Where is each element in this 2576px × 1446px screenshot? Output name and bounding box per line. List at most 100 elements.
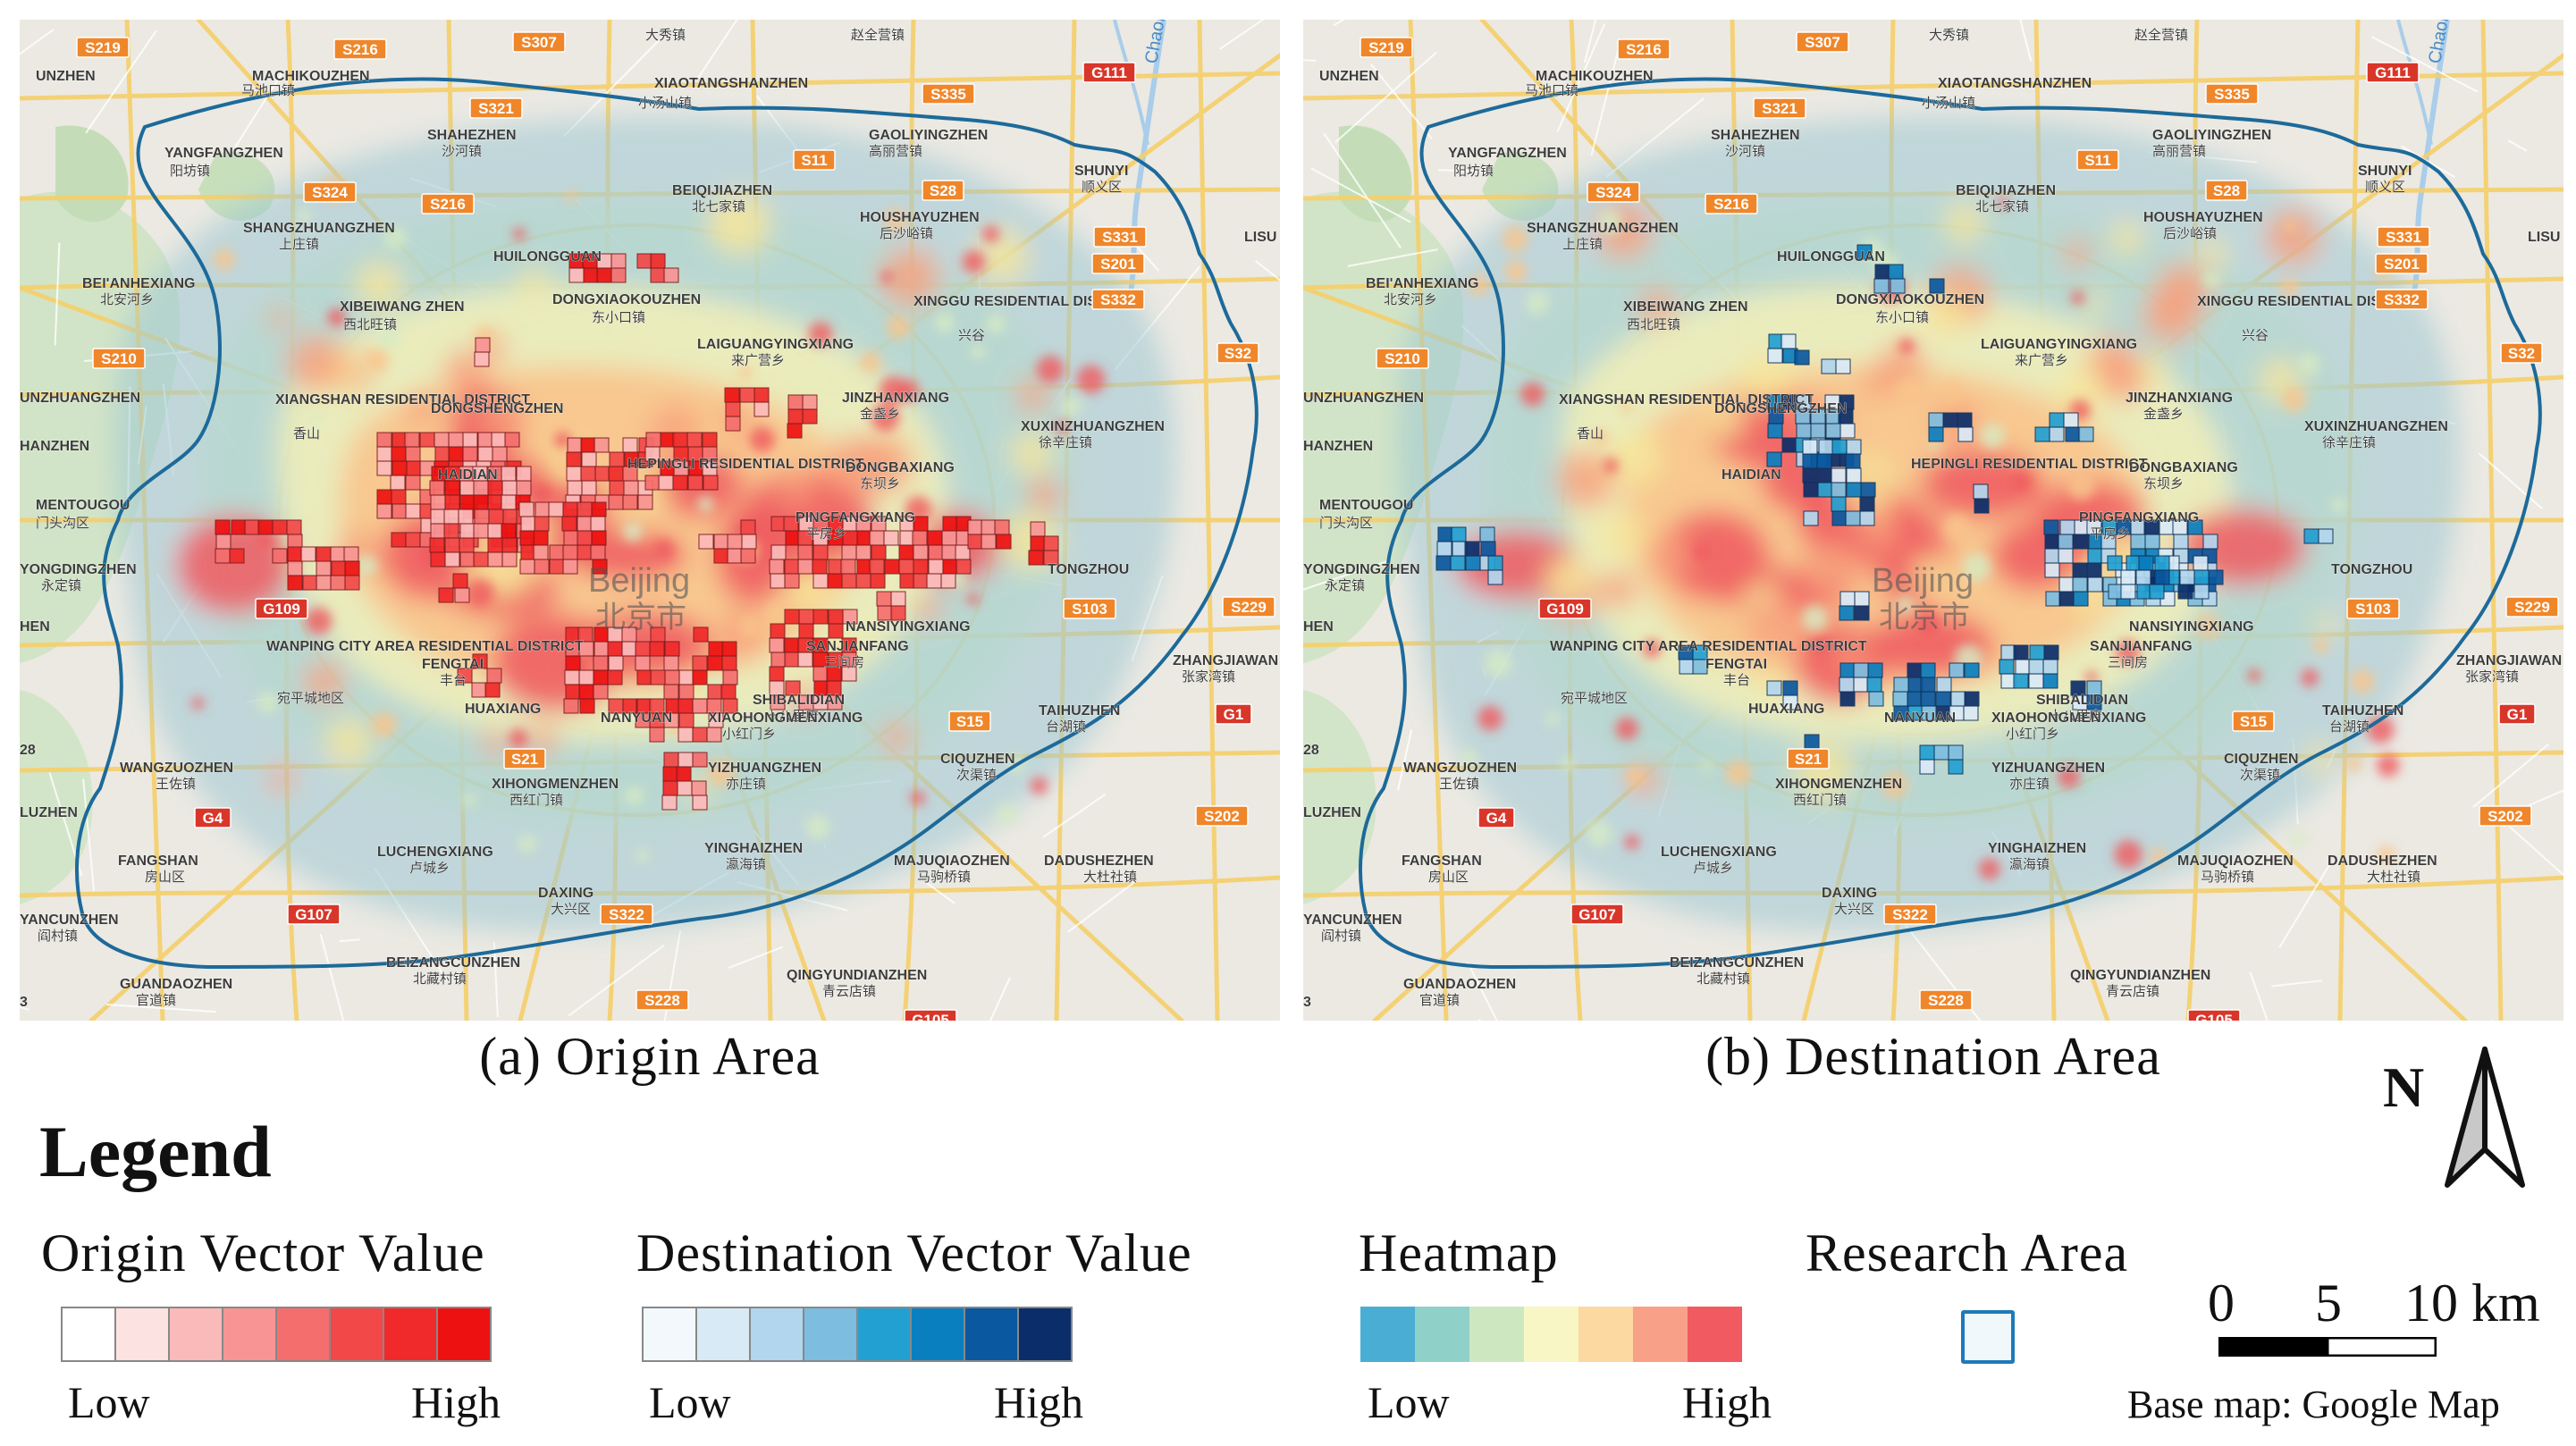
destination-vector-cell [1781,437,1797,453]
origin-vector-cell [504,432,520,448]
origin-map-label-24: S324 [312,184,348,201]
destination-vector-cell [1835,358,1851,374]
destination-map-label-7: MACHIKOUZHEN [1536,69,1654,84]
destination-map-label-125: 北藏村镇 [1696,971,1750,987]
origin-vector-cell [827,573,843,589]
destination-vector-cell [1957,412,1973,428]
origin-map-label-33: S331 [1102,229,1138,246]
destination-map-label-49: S32 [2508,345,2535,362]
destination-vector-cell [1766,451,1782,467]
basemap-credit: Base map: Google Map [2127,1383,2500,1426]
origin-vector-cell [941,544,957,560]
origin-map-label-8: 马池口镇 [241,83,295,98]
origin-map-label-43: XINGGU RESIDENTIAL DISTRICT [913,294,1139,309]
origin-map-label-3-shield: S307 [512,31,566,53]
origin-vector-cell [841,544,857,560]
destination-vector-cell [1839,691,1856,707]
destination-map-label-9: XIAOTANGSHANZHEN [1938,76,2092,91]
destination-vector-cell [1948,759,1964,775]
destination-vector-cell [1839,591,1856,607]
destination-vector-cell [2086,562,2102,578]
origin-map-label-95: 28 [20,743,36,758]
origin-map-label-93: 台湖镇 [1046,719,1086,735]
origin-vector-cell [591,501,607,517]
destination-map-label-60: HEPINGLI RESIDENTIAL DISTRICT [1911,457,2148,472]
origin-vector-cell [302,575,318,591]
origin-map-label-98: S21 [511,751,538,768]
destination-map-label-56: XUXINZHUANGZHEN [2304,419,2448,434]
origin-vector-cell [644,475,661,491]
origin-vector-cell [487,494,503,510]
origin-vector-cell [692,698,708,714]
origin-map-label-19: SHAHEZHEN [427,128,517,143]
origin-map-label-10: 小汤山镇 [638,96,692,111]
origin-vector-cell [452,573,468,589]
origin-vector-cell [391,532,407,548]
origin-vector-cell [622,437,638,453]
origin-vector-cell [405,503,421,519]
origin-map-label-83: ZHANGJIAWAN [1173,653,1278,668]
origin-map-label-110: LUCHENGXIANG [377,845,493,860]
origin-vector-cell [784,652,800,668]
destination-map-label-120: YANCUNZHEN [1303,912,1402,928]
origin-vector-cell [487,480,503,496]
origin-vector-cell [577,544,593,560]
destination-vector-cell [1845,510,1861,526]
destination-map-label-28-shield: S28 [2205,180,2248,201]
origin-vector-cell [563,698,579,714]
destination-vector-cell [2049,412,2065,428]
destination-map-label-73: S103 [2355,601,2391,618]
origin-vector-cell [928,559,944,575]
origin-map-label-25-shield: S216 [421,193,475,214]
origin-map-label-128: GUANDAOZHEN [120,977,232,992]
destination-map-label-92: TAIHUZHEN [2322,703,2403,719]
origin-map-label-97: 王佐镇 [156,777,196,792]
destination-vector-cell [1919,744,1935,761]
destination-vector-cell [1450,555,1466,571]
destination-vector-cell [2087,576,2103,593]
destination-vector-cell [1973,483,1989,500]
origin-map-label-123-shield: S322 [600,904,653,925]
origin-vector-cell [942,516,958,532]
destination-vector-cell [2043,644,2059,660]
origin-vector-cell [404,432,420,448]
origin-map-label-106-shield: G4 [194,807,232,828]
destination-vector-cell [1831,482,1847,498]
origin-map-label-42: 东小口镇 [592,310,645,325]
destination-map-label-23: 顺义区 [2365,180,2405,195]
origin-vector-cell [678,752,694,768]
origin-vector-cell [577,501,593,517]
origin-swatch-7 [383,1307,438,1362]
origin-map-label-131: S228 [644,992,680,1009]
origin-vector-cell [802,394,818,410]
destination-vector-cell [1936,677,1952,693]
origin-vector-cell [581,480,597,496]
destination-vector-cell [1782,694,1798,710]
origin-vector-cell [549,544,565,560]
origin-map-label-23: 顺义区 [1082,180,1122,195]
origin-vector-cell [330,546,346,562]
destination-vector-cell [2177,584,2193,600]
destination-map-label-5: 赵全营镇 [2134,27,2188,43]
origin-map-caption: (a) Origin Area [479,1027,821,1086]
origin-map-label-79: 丰台 [440,673,467,688]
destination-map-label-36: HUILONGGUAN [1777,249,1885,265]
origin-vector-cell [981,534,997,550]
destination-vector-cell [2042,673,2058,689]
destination-vector-cell [1853,662,1869,678]
destination-map-label-2: S216 [1626,41,1662,58]
origin-vector-cell [472,653,488,669]
destination-map-label-52: 香山 [1577,426,1604,441]
origin-vector-cell [516,466,532,482]
origin-map-label-2-shield: S216 [333,38,387,60]
origin-legend-heading: Origin Vector Value [41,1223,485,1282]
origin-map-label-62: 东坝乡 [860,476,900,492]
destination-map-label-98-shield: S21 [1787,748,1830,769]
origin-vector-cell [693,626,709,643]
destination-vector-cell [1859,496,1875,512]
destination-map-label-47: 来广营乡 [2015,353,2068,368]
origin-vector-cell [663,655,679,671]
origin-vector-cell [770,544,787,560]
destination-vector-cell [1839,677,1855,693]
destination-vector-cell [1963,705,1979,721]
